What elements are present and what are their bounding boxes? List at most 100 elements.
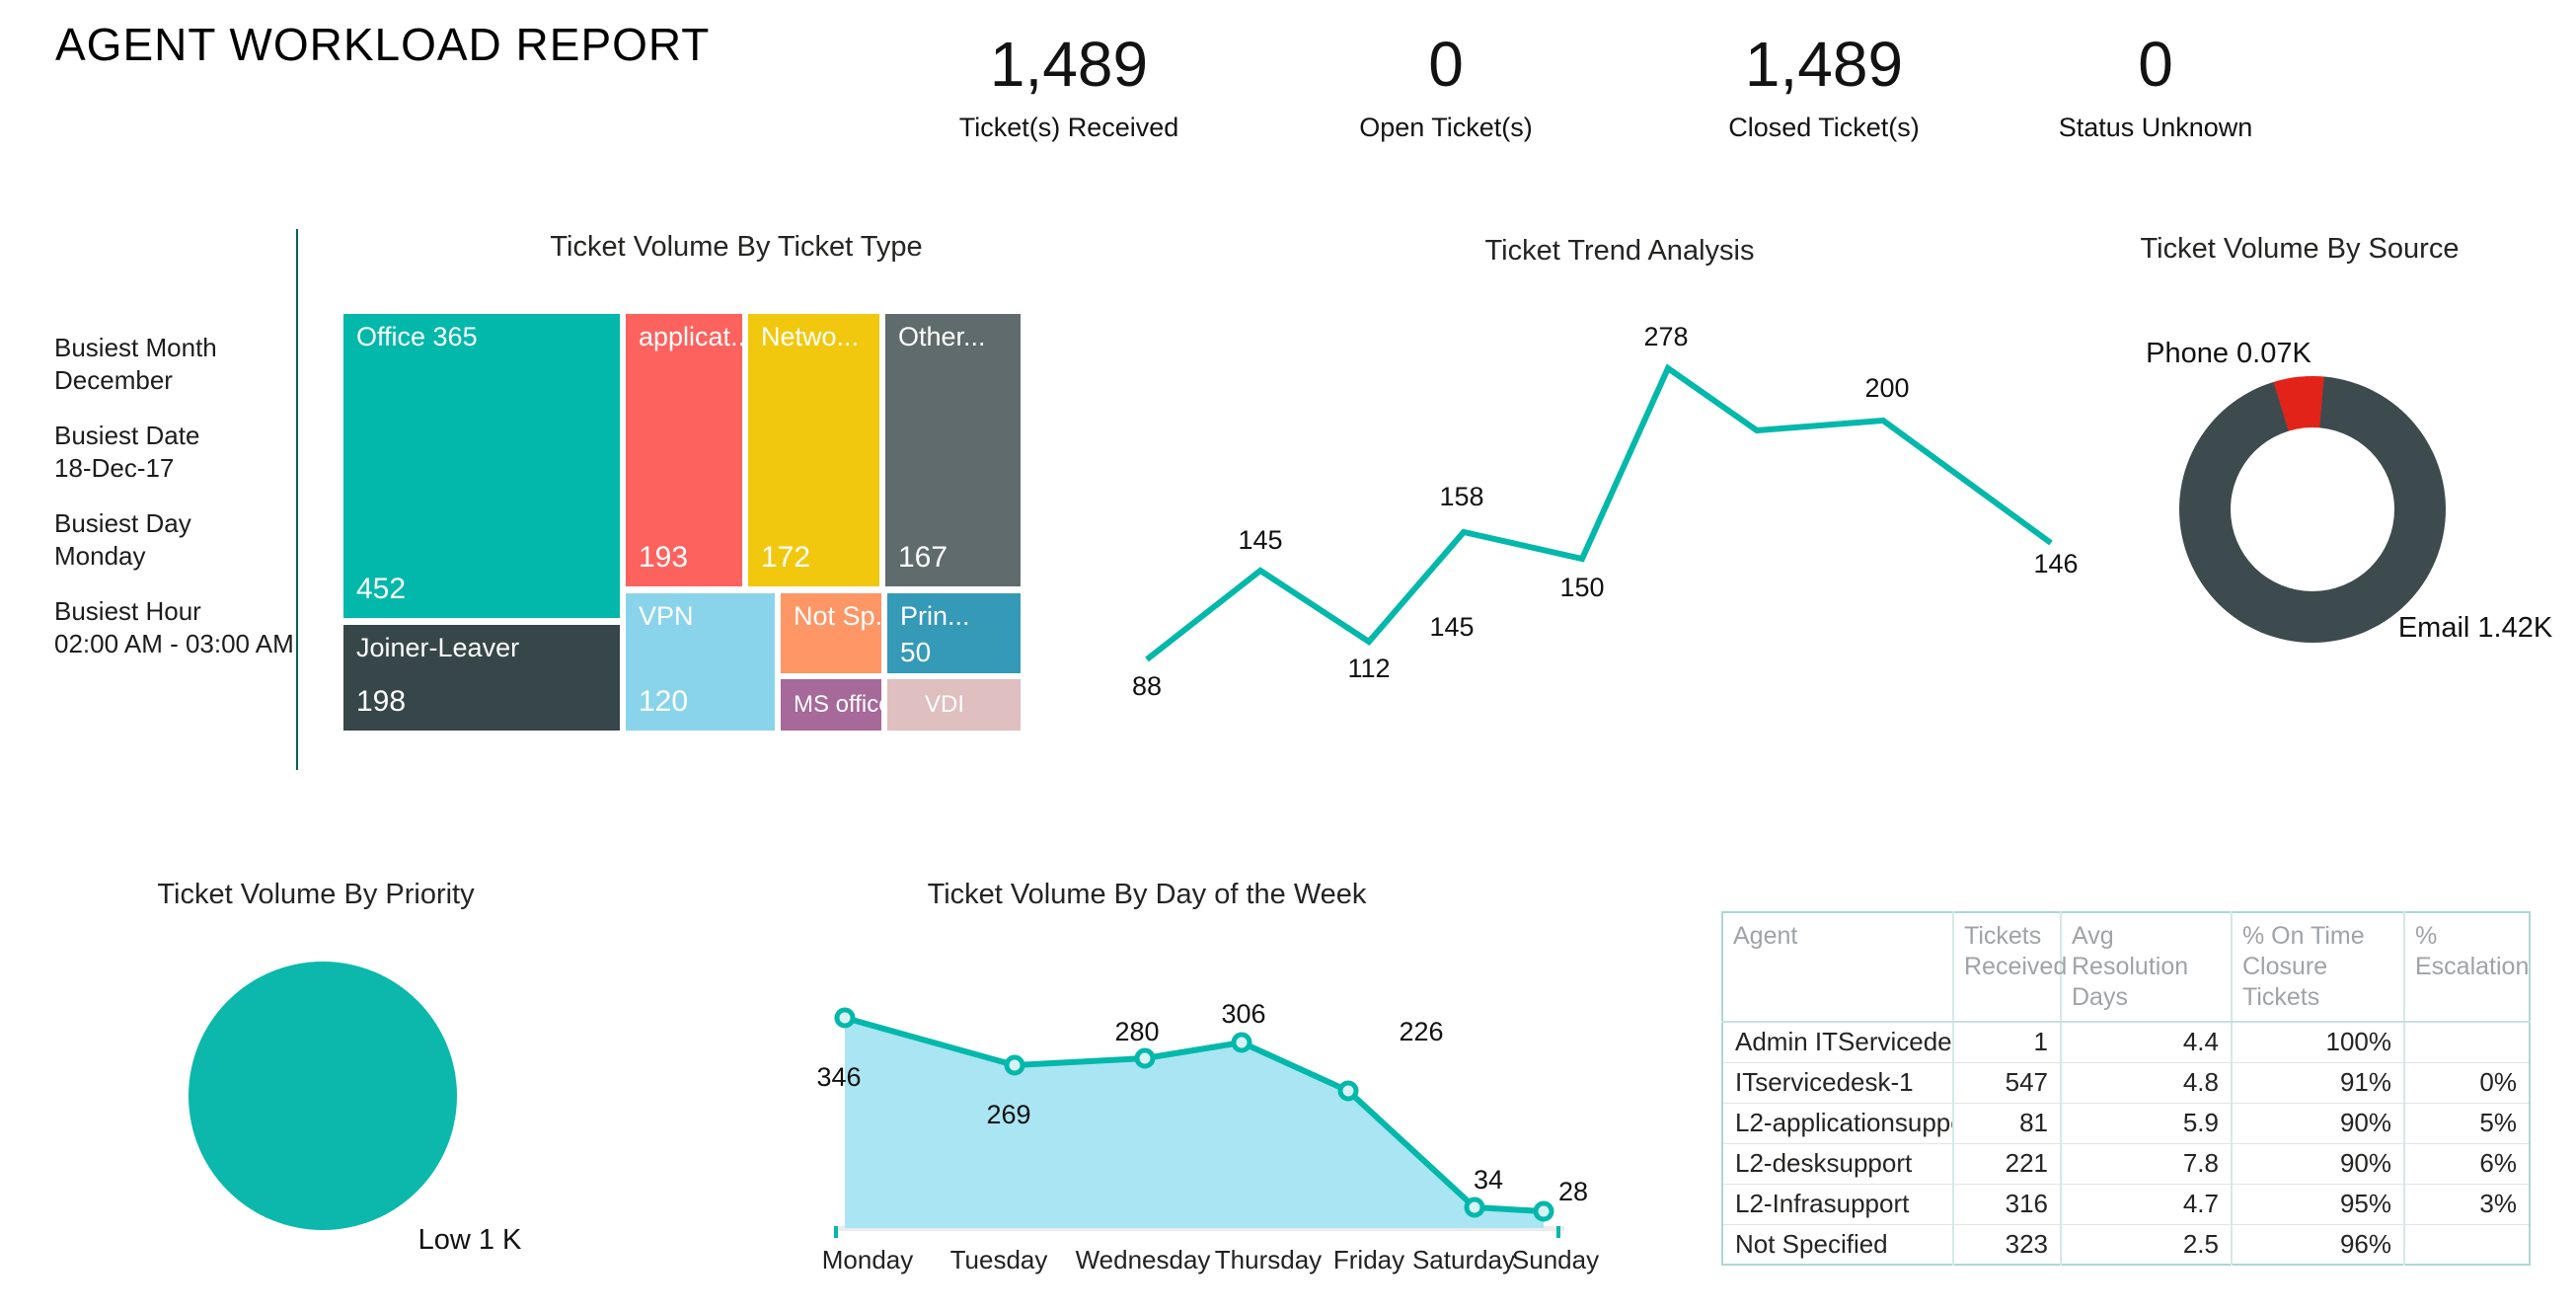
table-column-header[interactable]: % On Time Closure Tickets bbox=[2232, 912, 2405, 1023]
table-row[interactable]: L2-desksupport 221 7.8 90% 6% bbox=[1722, 1142, 2530, 1184]
treemap-block[interactable]: Joiner-Leaver 198 bbox=[343, 625, 620, 731]
agent-name-cell: L2-applicationsupport bbox=[1722, 1102, 1954, 1143]
area-point-marker[interactable] bbox=[1134, 1047, 1156, 1069]
table-row[interactable]: L2-applicationsupport815.990%5% bbox=[1722, 1102, 2530, 1143]
area-point-marker[interactable] bbox=[1231, 1032, 1252, 1053]
table-column-header[interactable]: Tickets Received bbox=[1953, 912, 2067, 1023]
insight-item: Busiest Date 18-Dec-17 bbox=[54, 420, 311, 485]
insight-label: Busiest Hour bbox=[54, 596, 201, 626]
treemap-block-label: Joiner-Leaver bbox=[356, 633, 520, 662]
metric-cell: 5% bbox=[2404, 1102, 2530, 1143]
table-column-header[interactable]: Agent bbox=[1722, 912, 1954, 1023]
area-point-marker[interactable] bbox=[1464, 1196, 1485, 1218]
treemap-block[interactable]: Other... 167 bbox=[885, 314, 1021, 586]
insight-label: Busiest Month bbox=[54, 333, 217, 362]
area-point-label: 34 bbox=[1474, 1165, 1503, 1195]
agent-name-cell: ITservicedesk-1 bbox=[1722, 1061, 1954, 1103]
metric-cell: 95% bbox=[2232, 1183, 2405, 1224]
treemap-block[interactable]: VDI bbox=[887, 679, 1021, 731]
area-point-marker[interactable] bbox=[1337, 1080, 1359, 1102]
agent-name-cell: L2-Infrasupport bbox=[1722, 1183, 1954, 1224]
trend-point-label: 200 bbox=[1864, 373, 1909, 403]
metric-cell: 547 bbox=[1953, 1061, 2062, 1103]
table-column-header[interactable]: Avg Resolution Days bbox=[2061, 912, 2233, 1023]
treemap-block-value: 50 bbox=[900, 637, 932, 667]
pie-chart-title: Ticket Volume By Priority bbox=[157, 879, 475, 910]
metric-cell: 6% bbox=[2404, 1142, 2530, 1184]
area-axis-category-label: Thursday bbox=[1215, 1245, 1322, 1274]
treemap-block-label: applicat... bbox=[639, 322, 742, 351]
area-axis-line bbox=[834, 1226, 1564, 1231]
agents-table-grid: Agent Tickets Received Avg Resolution Days… bbox=[1721, 911, 2531, 1266]
donut-chart-title: Ticket Volume By Source bbox=[2140, 233, 2460, 265]
insight-value: 18-Dec-17 bbox=[54, 453, 175, 483]
priority-pie-chart[interactable] bbox=[189, 962, 457, 1230]
area-axis-category-label: Saturday bbox=[1412, 1245, 1515, 1274]
kpi-card: 0 Status Unknown bbox=[1968, 30, 2343, 143]
metric-cell: 90% bbox=[2232, 1142, 2405, 1184]
insight-value: Monday bbox=[54, 541, 146, 571]
insight-label: Busiest Date bbox=[54, 421, 200, 450]
area-point-label: 28 bbox=[1558, 1177, 1588, 1206]
insight-value: 02:00 AM - 03:00 AM bbox=[54, 629, 294, 658]
treemap-chart: Office 365 452 Joiner-Leaver 198 applicat...… bbox=[343, 314, 1021, 731]
kpi-label: Open Ticket(s) bbox=[1359, 113, 1533, 143]
treemap-block-label: MS office bbox=[794, 691, 881, 718]
trend-chart-title: Ticket Trend Analysis bbox=[1484, 235, 1755, 267]
treemap-block-label: VDI bbox=[925, 691, 965, 718]
table-row[interactable]: Not Specified 323 2.5 96% bbox=[1722, 1223, 2530, 1265]
area-point-marker[interactable] bbox=[834, 1007, 856, 1029]
trend-point-label: 150 bbox=[1559, 573, 1604, 602]
vertical-divider bbox=[296, 229, 298, 770]
treemap-block-value: 172 bbox=[761, 541, 811, 574]
treemap-block[interactable]: MS office bbox=[781, 679, 881, 731]
area-point-label: 306 bbox=[1221, 999, 1265, 1029]
metric-cell: 81 bbox=[1953, 1102, 2062, 1143]
donut-email-label: Email 1.42K bbox=[2397, 612, 2553, 644]
table-row[interactable]: L2-Infrasupport 316 4.7 95% 3% bbox=[1722, 1183, 2530, 1224]
metric-cell: 4.7 bbox=[2061, 1183, 2233, 1224]
weekday-area-chart[interactable]: 346 Monday 269 Tuesday 280 Wednesday 306 Thursd… bbox=[790, 938, 1619, 1312]
metric-cell bbox=[2404, 1021, 2530, 1062]
donut-phone-label: Phone 0.07K bbox=[2146, 338, 2311, 369]
treemap-block[interactable]: VPN 120 bbox=[626, 593, 775, 731]
trend-point-label: 112 bbox=[1347, 654, 1390, 683]
trend-point-label: 145 bbox=[1429, 612, 1474, 642]
metric-cell: 5.9 bbox=[2061, 1102, 2233, 1143]
kpi-card: 1,489 Closed Ticket(s) bbox=[1636, 30, 2011, 143]
kpi-value: 1,489 bbox=[1744, 29, 1904, 100]
treemap-block[interactable]: Not Sp... bbox=[781, 593, 881, 673]
insight-item: Busiest Day Monday bbox=[54, 507, 311, 573]
source-donut-chart[interactable] bbox=[2179, 376, 2446, 643]
trend-point-label: 145 bbox=[1238, 525, 1282, 555]
treemap-block-label: Not Sp... bbox=[794, 601, 881, 631]
kpi-card: 1,489 Ticket(s) Received bbox=[881, 30, 1256, 143]
metric-cell: 316 bbox=[1953, 1183, 2062, 1224]
metric-cell: 323 bbox=[1953, 1223, 2062, 1265]
treemap-block-label: VPN bbox=[639, 601, 694, 631]
agent-name-cell: Not Specified bbox=[1722, 1223, 1954, 1265]
metric-cell: 4.8 bbox=[2061, 1061, 2233, 1103]
metric-cell: 96% bbox=[2232, 1223, 2405, 1265]
area-point-label: 226 bbox=[1399, 1017, 1443, 1046]
trend-line-chart[interactable]: 88 145 112 158 150 278 200 146 145 bbox=[1086, 296, 2112, 770]
treemap-block[interactable]: applicat... 193 bbox=[626, 314, 742, 586]
area-point-marker[interactable] bbox=[1533, 1200, 1554, 1222]
treemap-block[interactable]: Prin... 50 bbox=[887, 593, 1021, 673]
area-point-label: 346 bbox=[816, 1062, 861, 1092]
table-column-header[interactable]: % Escalation bbox=[2404, 912, 2530, 1023]
area-point-marker[interactable] bbox=[1004, 1054, 1025, 1076]
treemap-block[interactable]: Netwo... 172 bbox=[748, 314, 879, 586]
trend-line[interactable] bbox=[1145, 363, 2053, 662]
treemap-block-label: Netwo... bbox=[761, 322, 860, 351]
kpi-label: Status Unknown bbox=[2058, 113, 2253, 143]
area-axis-category-label: Sunday bbox=[1512, 1245, 1599, 1274]
insight-item: Busiest Month December bbox=[54, 332, 311, 397]
table-row[interactable]: ITservicedesk-1 547 4.8 91% 0% bbox=[1722, 1061, 2530, 1103]
pie-slice-label: Low 1 K bbox=[417, 1224, 522, 1256]
page-title: AGENT WORKLOAD REPORT bbox=[55, 19, 711, 70]
treemap-block-value: 167 bbox=[898, 541, 948, 574]
treemap-block[interactable]: Office 365 452 bbox=[343, 314, 620, 618]
metric-cell: 221 bbox=[1953, 1142, 2062, 1184]
